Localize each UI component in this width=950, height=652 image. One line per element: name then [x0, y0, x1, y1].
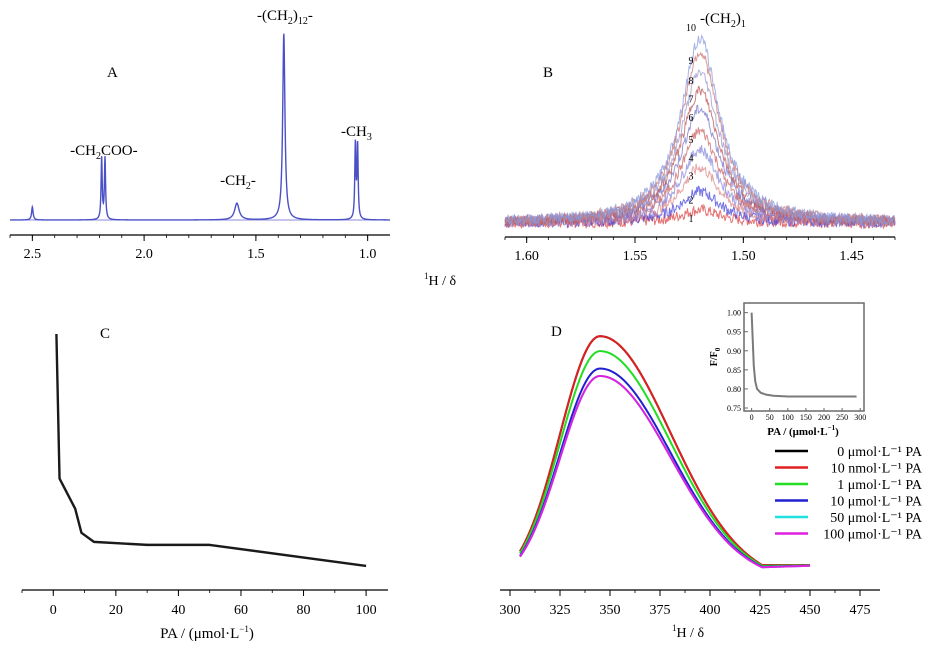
panel-c: C 0 20 40 60 80 100 PA / (μmol·L−1) — [21, 326, 388, 642]
panel-c-x-tick-label: 60 — [234, 603, 248, 618]
panel-b-series-labels: 1 2 3 4 5 6 7 8 9 10 — [686, 23, 696, 225]
panel-b-series-label: 7 — [689, 95, 694, 106]
panel-b-x-tick-label: 1.55 — [623, 249, 648, 264]
panel-c-x-tick-label: 20 — [109, 603, 123, 618]
panel-d-label: D — [551, 324, 562, 340]
inset-x-tick-label: 100 — [782, 413, 794, 422]
panel-b-series-label: 5 — [689, 135, 694, 146]
panel-b-series-label: 3 — [689, 172, 694, 183]
inset-y-tick-label: 0.85 — [727, 366, 741, 375]
legend-entry: 1 μmol·L⁻¹ PA — [837, 478, 923, 493]
inset-y-tick-label: 1.00 — [727, 309, 741, 318]
panel-b-series-label: 1 — [689, 214, 694, 225]
panel-b-spectrum-10 — [504, 34, 896, 226]
panel-d-x-tick-label: 325 — [550, 603, 571, 618]
inset-x-tick-label: 0 — [750, 413, 754, 422]
inset-x-tick-label: 200 — [818, 413, 830, 422]
panel-a-x-tick-label: 1.5 — [247, 247, 265, 262]
inset-series-line — [750, 312, 857, 398]
panel-b-spectrum-7 — [504, 85, 896, 227]
inset-x-tick-label: 150 — [800, 413, 812, 422]
legend-entry: 10 nmol·L⁻¹ PA — [831, 462, 923, 477]
panel-a-peak-labels: -CH2COO- -CH2- -(CH2)12- -CH3 — [70, 8, 372, 192]
inset-x-tick-label: 300 — [854, 413, 866, 422]
panel-a-label: A — [107, 65, 118, 81]
panel-d-spectra — [519, 335, 811, 569]
panel-d-x-tick-label: 450 — [800, 603, 821, 618]
panel-d-series-line — [519, 374, 811, 569]
panel-d-inset: 0.75 0.80 0.85 0.90 0.95 1.00 0 50 100 150 200 250… — [709, 302, 866, 438]
inset-y-tick-label: 0.80 — [727, 385, 741, 394]
panel-b-series-label: 9 — [689, 56, 694, 67]
panel-d-x-tick-label: 475 — [850, 603, 871, 618]
panel-d-x-axis-label: 1H / δ — [672, 623, 705, 641]
inset-y-tick-label: 0.90 — [727, 347, 741, 356]
panel-b-series-label: 10 — [686, 23, 696, 34]
panel-a-peak-label: -CH2- — [220, 173, 256, 192]
panel-b-x-ticks: 1.60 1.55 1.50 1.45 — [504, 237, 896, 264]
inset-y-tick-label: 0.95 — [727, 328, 741, 337]
panel-d-x-tick-label: 425 — [750, 603, 771, 618]
panel-d-legend: 0 μmol·L⁻¹ PA 10 nmol·L⁻¹ PA1 μmol·L⁻¹ PA… — [775, 445, 923, 543]
legend-entry: 0 μmol·L⁻¹ PA — [837, 445, 923, 460]
panel-b-spectrum-6 — [504, 104, 896, 228]
panel-b-x-tick-label: 1.45 — [839, 249, 864, 264]
panel-a-peak-label: -CH2COO- — [70, 143, 138, 162]
shared-x-axis-label: 1H / δ — [424, 271, 457, 289]
panel-d: D 300 325 350 375 400 425 450 475 1H / δ 0 μmol… — [500, 302, 923, 641]
panel-b-peak-title: -(CH2)1 — [700, 11, 746, 30]
panel-c-x-tick-label: 100 — [356, 603, 377, 618]
panel-a-x-tick-label: 1.0 — [359, 247, 377, 262]
inset-x-tick-label: 50 — [766, 413, 774, 422]
legend-entry: 10 μmol·L⁻¹ PA — [830, 495, 923, 510]
panel-a-peak-label: -(CH2)12- — [257, 8, 313, 27]
inset-y-tick-label: 0.75 — [727, 404, 741, 413]
panel-c-label: C — [100, 326, 110, 342]
panel-a: A 2.5 2.0 1.5 1.0 -CH2COO--CH2--(CH2)12--CH… — [9, 8, 390, 262]
panel-c-x-tick-label: 40 — [171, 603, 185, 618]
panel-b: B -(CH2)1 1 2 3 4 5 6 7 8 9 10 1.60 1.55 1.50 1.45 — [504, 11, 896, 264]
inset-frame — [743, 302, 865, 412]
panel-b-x-tick-label: 1.60 — [514, 249, 539, 264]
panel-a-x-tick-label: 2.0 — [135, 247, 153, 262]
panel-c-x-axis-label: PA / (μmol·L−1) — [160, 624, 254, 642]
panel-c-series-line — [55, 333, 367, 568]
panel-a-peak-label: -CH3 — [341, 124, 372, 143]
inset-y-ticks: 0.75 0.80 0.85 0.90 0.95 1.00 — [727, 309, 748, 413]
inset-x-ticks: 0 50 100 150 200 250 300 — [750, 408, 866, 422]
panel-c-x-ticks: 0 20 40 60 80 100 — [21, 590, 377, 618]
panel-b-label: B — [543, 65, 553, 81]
legend-entry: 100 μmol·L⁻¹ PA — [823, 528, 923, 543]
panel-c-x-tick-label: 0 — [50, 603, 57, 618]
inset-x-tick-label: 250 — [836, 413, 848, 422]
panel-d-x-tick-label: 300 — [500, 603, 521, 618]
panel-c-x-tick-label: 80 — [297, 603, 311, 618]
panel-b-x-tick-label: 1.50 — [731, 249, 756, 264]
panel-b-spectrum-9 — [504, 51, 896, 227]
panel-a-spectrum-line — [9, 33, 390, 221]
panel-d-x-tick-label: 400 — [700, 603, 721, 618]
panel-b-series-label: 8 — [689, 76, 694, 87]
inset-y-axis-label: F/F0 — [709, 347, 722, 366]
inset-x-axis-label: PA / (μmol·L−1) — [767, 424, 839, 438]
panel-b-spectra — [504, 34, 896, 230]
panel-d-x-tick-label: 350 — [600, 603, 621, 618]
panel-a-x-tick-label: 2.5 — [24, 247, 42, 262]
legend-entry: 50 μmol·L⁻¹ PA — [830, 511, 923, 526]
panel-b-series-label: 2 — [689, 196, 694, 207]
panel-b-series-label: 6 — [689, 113, 694, 124]
panel-b-series-label: 4 — [689, 153, 694, 164]
panel-d-x-tick-label: 375 — [650, 603, 671, 618]
panel-a-x-ticks: 2.5 2.0 1.5 1.0 — [9, 235, 377, 262]
panel-d-x-ticks: 300 325 350 375 400 425 450 475 — [500, 590, 871, 618]
